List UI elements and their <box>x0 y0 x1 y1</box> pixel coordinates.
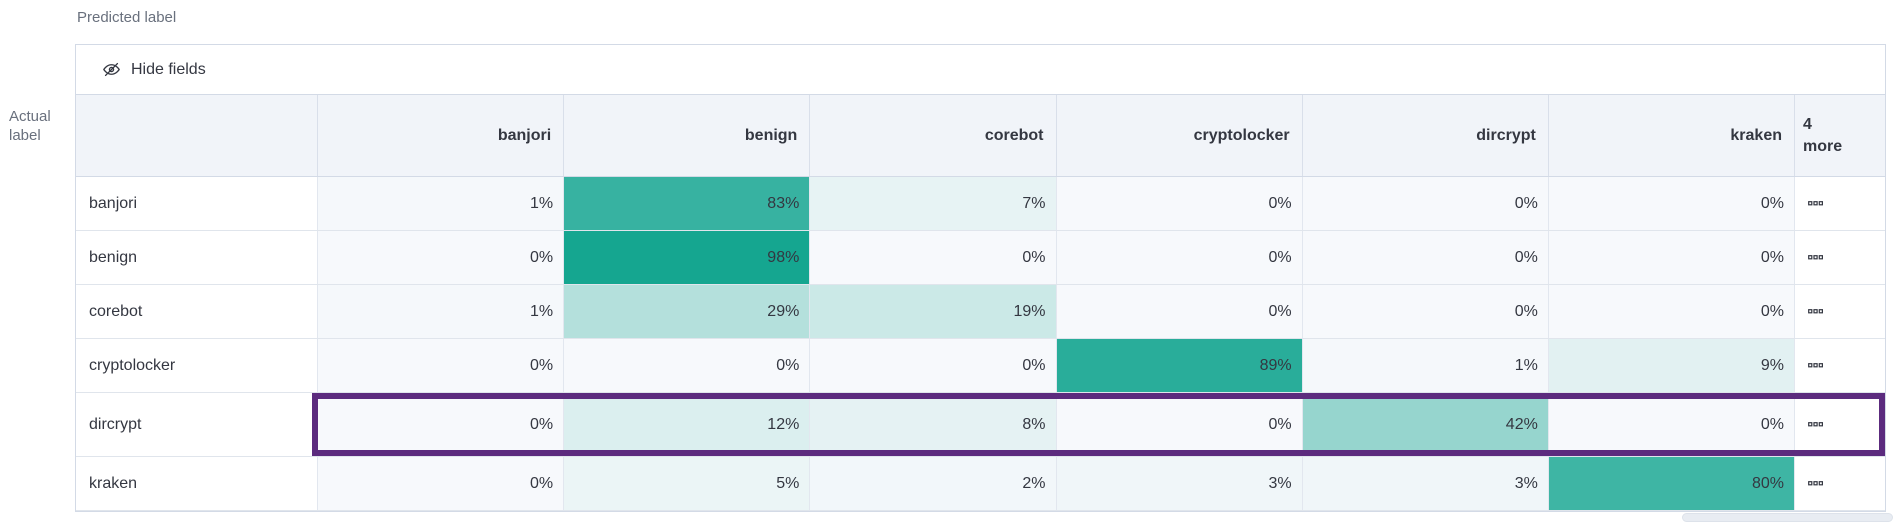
cell-corebot-kraken: 0% <box>1548 285 1795 338</box>
column-header-row: banjori benign corebot cryptolocker dircrypt… <box>76 95 1885 177</box>
cell-banjori-kraken: 0% <box>1548 177 1795 230</box>
hide-fields-button[interactable]: Hide fields <box>76 45 218 94</box>
cell-kraken-banjori: 0% <box>318 457 565 510</box>
cell-dircrypt-banjori: 0% <box>318 393 565 456</box>
row-actions-button-dircrypt[interactable] <box>1804 418 1827 431</box>
row-actions-cell <box>1795 457 1885 510</box>
cell-banjori-benign: 83% <box>564 177 811 230</box>
row-label-corebot: corebot <box>76 285 318 338</box>
eye-closed-icon <box>102 60 121 79</box>
grid-toolbar: Hide fields <box>76 45 1885 95</box>
boxes-horizontal-icon <box>1808 481 1823 486</box>
cell-kraken-dircrypt: 3% <box>1302 457 1549 510</box>
column-header-kraken[interactable]: kraken <box>1549 95 1795 176</box>
cell-dircrypt-kraken: 0% <box>1548 393 1795 456</box>
boxes-horizontal-icon <box>1808 363 1823 368</box>
cell-corebot-benign: 29% <box>564 285 811 338</box>
row-actions-button-corebot[interactable] <box>1804 305 1827 318</box>
row-actions-button-banjori[interactable] <box>1804 197 1827 210</box>
cell-benign-kraken: 0% <box>1548 231 1795 284</box>
matrix-rows: banjori 1% 83% 7% 0% 0% 0% benign 0% 98% 0% 0% 0% 0% c… <box>76 177 1885 511</box>
header-corner-cell <box>76 95 318 176</box>
column-header-banjori[interactable]: banjori <box>318 95 565 176</box>
cell-dircrypt-cryptolocker: 0% <box>1056 393 1303 456</box>
cell-benign-banjori: 0% <box>318 231 565 284</box>
cell-cryptolocker-dircrypt: 1% <box>1302 339 1549 392</box>
column-header-cryptolocker[interactable]: cryptolocker <box>1057 95 1303 176</box>
cell-banjori-corebot: 7% <box>810 177 1057 230</box>
hide-fields-label: Hide fields <box>131 60 206 78</box>
cell-cryptolocker-cryptolocker: 89% <box>1056 339 1303 392</box>
row-actions-cell <box>1795 231 1885 284</box>
cell-kraken-cryptolocker: 3% <box>1056 457 1303 510</box>
cell-banjori-banjori: 1% <box>318 177 565 230</box>
boxes-horizontal-icon <box>1808 309 1823 314</box>
cell-cryptolocker-kraken: 9% <box>1548 339 1795 392</box>
cell-cryptolocker-banjori: 0% <box>318 339 565 392</box>
cell-cryptolocker-benign: 0% <box>564 339 811 392</box>
row-label-kraken: kraken <box>76 457 318 510</box>
matrix-row-cryptolocker: cryptolocker 0% 0% 0% 89% 1% 9% <box>76 339 1885 393</box>
row-label-dircrypt: dircrypt <box>76 393 318 456</box>
matrix-row-corebot: corebot 1% 29% 19% 0% 0% 0% <box>76 285 1885 339</box>
matrix-row-kraken: kraken 0% 5% 2% 3% 3% 80% <box>76 457 1885 511</box>
cell-corebot-banjori: 1% <box>318 285 565 338</box>
matrix-row-benign: benign 0% 98% 0% 0% 0% 0% <box>76 231 1885 285</box>
confusion-matrix-grid: Hide fields banjori benign corebot cryptolo… <box>75 44 1886 512</box>
cell-dircrypt-dircrypt: 42% <box>1302 393 1549 456</box>
row-actions-cell <box>1795 285 1885 338</box>
boxes-horizontal-icon <box>1808 255 1823 260</box>
column-header-more[interactable]: 4 more <box>1795 95 1885 176</box>
cell-benign-corebot: 0% <box>810 231 1057 284</box>
actual-label-line2: label <box>9 127 41 144</box>
column-header-benign[interactable]: benign <box>564 95 811 176</box>
matrix-row-dircrypt: dircrypt 0% 12% 8% 0% 42% 0% <box>76 393 1885 457</box>
row-actions-button-kraken[interactable] <box>1804 477 1827 490</box>
row-actions-button-benign[interactable] <box>1804 251 1827 264</box>
cell-dircrypt-benign: 12% <box>564 393 811 456</box>
column-header-corebot[interactable]: corebot <box>810 95 1057 176</box>
more-label: more <box>1803 137 1843 155</box>
cell-dircrypt-corebot: 8% <box>810 393 1057 456</box>
cell-cryptolocker-corebot: 0% <box>810 339 1057 392</box>
row-label-cryptolocker: cryptolocker <box>76 339 318 392</box>
boxes-horizontal-icon <box>1808 422 1823 427</box>
row-label-banjori: banjori <box>76 177 318 230</box>
cell-banjori-dircrypt: 0% <box>1302 177 1549 230</box>
horizontal-scrollbar-thumb[interactable] <box>1682 513 1893 522</box>
row-actions-button-cryptolocker[interactable] <box>1804 359 1827 372</box>
cell-kraken-corebot: 2% <box>810 457 1057 510</box>
row-actions-cell <box>1795 393 1885 456</box>
row-label-benign: benign <box>76 231 318 284</box>
row-actions-cell <box>1795 177 1885 230</box>
cell-kraken-benign: 5% <box>564 457 811 510</box>
row-actions-cell <box>1795 339 1885 392</box>
cell-corebot-cryptolocker: 0% <box>1056 285 1303 338</box>
actual-label-line1: Actual <box>9 108 51 125</box>
matrix-row-banjori: banjori 1% 83% 7% 0% 0% 0% <box>76 177 1885 231</box>
column-header-dircrypt[interactable]: dircrypt <box>1303 95 1549 176</box>
cell-benign-dircrypt: 0% <box>1302 231 1549 284</box>
boxes-horizontal-icon <box>1808 201 1823 206</box>
cell-corebot-corebot: 19% <box>810 285 1057 338</box>
cell-benign-benign: 98% <box>564 231 811 284</box>
predicted-label-axis: Predicted label <box>77 9 177 26</box>
cell-corebot-dircrypt: 0% <box>1302 285 1549 338</box>
cell-benign-cryptolocker: 0% <box>1056 231 1303 284</box>
actual-label-axis: Actual label <box>9 107 69 145</box>
cell-banjori-cryptolocker: 0% <box>1056 177 1303 230</box>
cell-kraken-kraken: 80% <box>1548 457 1795 510</box>
more-count: 4 <box>1803 115 1812 133</box>
